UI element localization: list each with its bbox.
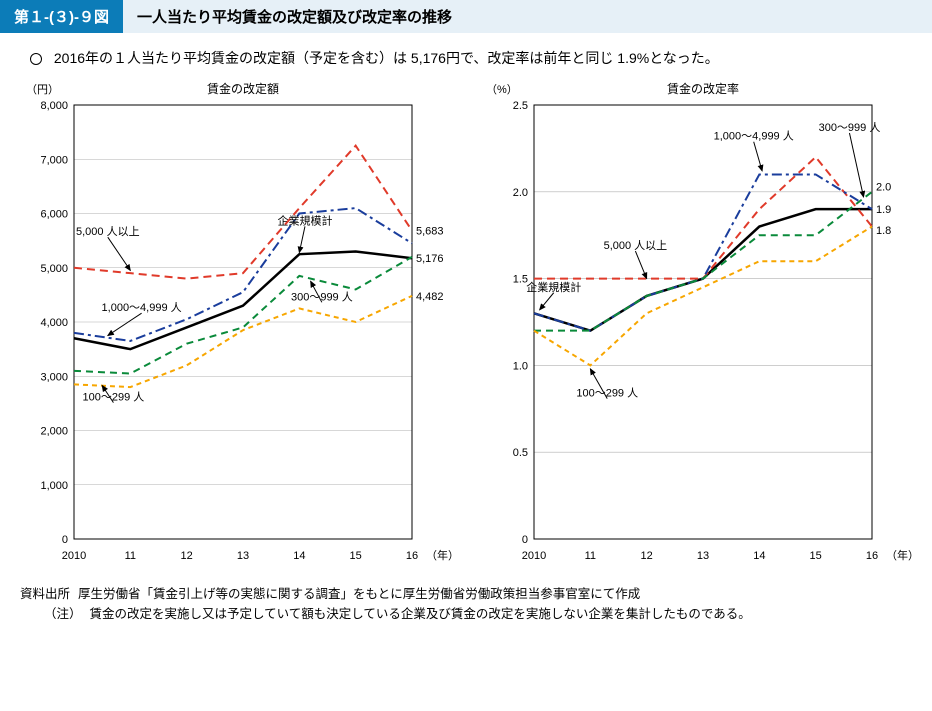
- source-text: 厚生労働省「賃金引上げ等の実態に関する調査」をもとに厚生労働省労働政策担当参事官…: [78, 584, 640, 604]
- svg-text:5,000: 5,000: [40, 263, 68, 275]
- figure-description: 2016年の１人当たり平均賃金の改定額（予定を含む）は 5,176円で、改定率は…: [0, 43, 932, 79]
- svg-text:2010: 2010: [62, 550, 86, 562]
- description-text: 2016年の１人当たり平均賃金の改定額（予定を含む）は 5,176円で、改定率は…: [54, 50, 719, 66]
- svg-text:13: 13: [237, 550, 249, 562]
- svg-text:（円）: （円）: [26, 83, 59, 96]
- svg-text:11: 11: [585, 550, 596, 562]
- svg-text:4,482: 4,482: [416, 291, 444, 303]
- figure-header: 第１-(３)-９図 一人当たり平均賃金の改定額及び改定率の推移: [0, 0, 932, 33]
- svg-text:1,000～4,999 人: 1,000～4,999 人: [102, 302, 182, 315]
- svg-text:5,176: 5,176: [416, 254, 444, 266]
- svg-text:企業規模計: 企業規模計: [526, 280, 581, 294]
- svg-text:2.0: 2.0: [876, 182, 891, 194]
- chart-left: 賃金の改定額 （円） （年） 0 1,000 2,000 3,000 4,000 5,000 6,…: [18, 79, 458, 574]
- svg-text:企業規模計: 企業規模計: [277, 214, 332, 228]
- svg-text:100～299 人: 100～299 人: [83, 391, 145, 404]
- svg-text:100～299 人: 100～299 人: [576, 387, 638, 400]
- svg-text:14: 14: [753, 550, 765, 562]
- wage-rate-chart: 賃金の改定率（%）（年）00.51.01.52.02.5201011121314…: [478, 79, 918, 569]
- svg-text:2010: 2010: [522, 550, 546, 562]
- svg-text:0: 0: [62, 534, 68, 546]
- svg-text:賃金の改定額: 賃金の改定額: [207, 81, 279, 96]
- svg-text:300～999 人: 300～999 人: [819, 121, 881, 134]
- svg-text:13: 13: [697, 550, 709, 562]
- svg-text:300～999 人: 300～999 人: [291, 291, 353, 304]
- svg-text:1,000: 1,000: [40, 480, 68, 492]
- svg-text:12: 12: [181, 550, 193, 562]
- svg-text:1.9: 1.9: [876, 205, 891, 217]
- svg-text:（%）: （%）: [486, 83, 518, 96]
- figure-tag: 第１-(３)-９図: [0, 0, 123, 33]
- svg-text:1,000～4,999 人: 1,000～4,999 人: [714, 130, 794, 143]
- svg-text:2.5: 2.5: [513, 100, 528, 112]
- note-text: 賃金の改定を実施し又は予定していて額も決定している企業及び賃金の改定を実施しない…: [90, 604, 751, 624]
- svg-text:0: 0: [522, 534, 528, 546]
- svg-text:（年）: （年）: [426, 548, 458, 562]
- svg-text:16: 16: [406, 550, 418, 562]
- svg-text:11: 11: [125, 550, 136, 562]
- svg-text:5,000 人以上: 5,000 人以上: [604, 239, 668, 252]
- svg-text:8,000: 8,000: [40, 100, 68, 112]
- svg-text:15: 15: [810, 550, 822, 562]
- svg-text:2,000: 2,000: [40, 426, 68, 438]
- wage-amount-chart: 賃金の改定額 （円） （年） 0 1,000 2,000 3,000 4,000 5,000 6,…: [18, 79, 458, 569]
- svg-text:（年）: （年）: [886, 548, 918, 562]
- svg-text:15: 15: [350, 550, 362, 562]
- svg-text:5,683: 5,683: [416, 226, 444, 238]
- svg-text:賃金の改定率: 賃金の改定率: [667, 81, 739, 96]
- svg-text:6,000: 6,000: [40, 209, 68, 221]
- svg-text:0.5: 0.5: [513, 448, 528, 460]
- svg-text:2.0: 2.0: [513, 187, 528, 199]
- figure-title: 一人当たり平均賃金の改定額及び改定率の推移: [123, 0, 932, 33]
- note-label: （注）: [44, 604, 82, 624]
- svg-text:3,000: 3,000: [40, 372, 68, 384]
- charts-row: 賃金の改定額 （円） （年） 0 1,000 2,000 3,000 4,000 5,000 6,…: [0, 79, 932, 580]
- svg-text:4,000: 4,000: [40, 317, 68, 329]
- svg-text:5,000 人以上: 5,000 人以上: [76, 226, 140, 239]
- figure-footer: 資料出所 厚生労働省「賃金引上げ等の実態に関する調査」をもとに厚生労働省労働政策…: [0, 580, 932, 628]
- svg-text:16: 16: [866, 550, 878, 562]
- svg-text:7,000: 7,000: [40, 155, 68, 167]
- source-label: 資料出所: [20, 584, 70, 604]
- chart-right: 賃金の改定率（%）（年）00.51.01.52.02.5201011121314…: [478, 79, 918, 574]
- svg-text:1.8: 1.8: [876, 225, 891, 237]
- svg-text:14: 14: [293, 550, 305, 562]
- bullet-icon: [30, 53, 42, 65]
- svg-text:1.0: 1.0: [513, 361, 528, 373]
- svg-text:12: 12: [641, 550, 653, 562]
